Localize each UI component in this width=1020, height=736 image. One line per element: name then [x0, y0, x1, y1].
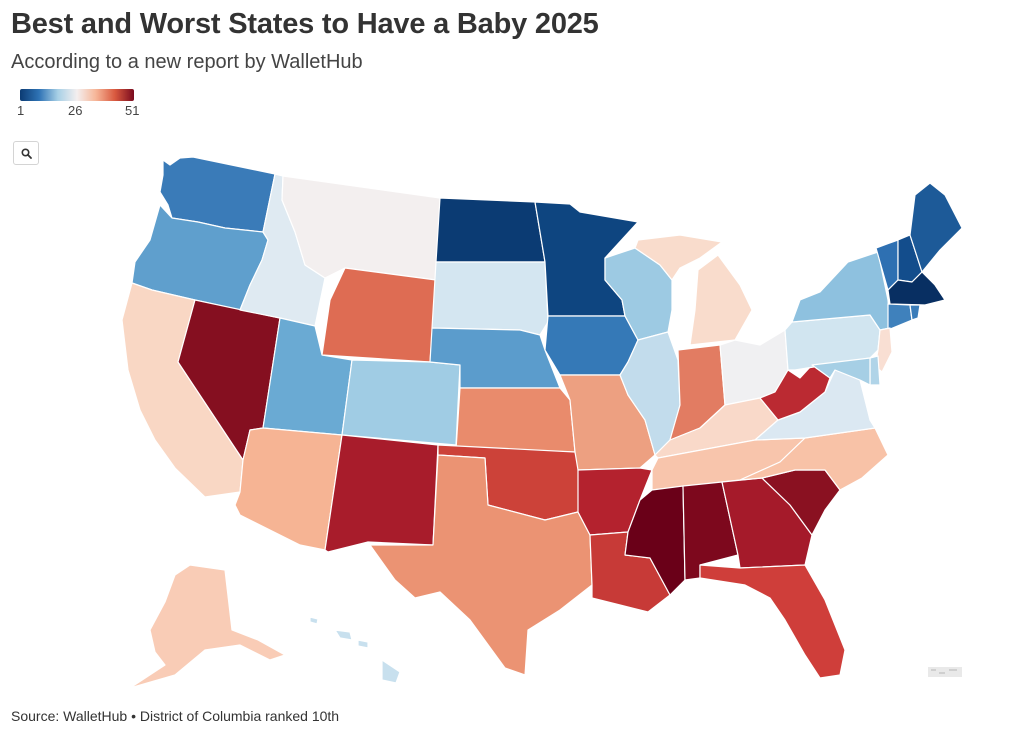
source-note: Source: WalletHub • District of Columbia… [11, 708, 340, 724]
state-ia[interactable]: IA: 8 [544, 315, 639, 376]
state-me[interactable]: ME: 5 [909, 182, 963, 273]
state-md[interactable]: MD: 18 [811, 357, 871, 386]
legend-mid-label: 26 [68, 103, 83, 118]
state-ct[interactable]: CT: 9 [887, 303, 913, 331]
state-mt[interactable]: MT: 25 [281, 175, 441, 281]
state-ri[interactable]: RI: 8 [909, 304, 921, 321]
state-nj[interactable]: NJ: 27 [874, 327, 893, 373]
state-nd[interactable]: ND: 2 [435, 197, 546, 263]
state-wy[interactable]: WY: 39 [321, 267, 437, 363]
color-legend: 1 26 51 [17, 89, 142, 119]
state-co[interactable]: CO: 17 [341, 359, 461, 446]
search-icon [20, 147, 32, 159]
map-attribution-watermark [928, 667, 962, 677]
state-nm[interactable]: NM: 44 [324, 434, 439, 553]
state-tx[interactable]: TX: 35 [369, 454, 593, 676]
map-title: Best and Worst States to Have a Baby 202… [11, 8, 599, 40]
state-hi[interactable]: HI: 20 [309, 616, 401, 684]
state-mi[interactable]: MI: 29 [634, 234, 753, 346]
legend-min-label: 1 [17, 103, 25, 118]
search-button[interactable] [13, 141, 39, 165]
state-az[interactable]: AZ: 34 [234, 427, 343, 551]
state-ny[interactable]: NY: 15 [791, 251, 891, 331]
state-ks[interactable]: KS: 36 [455, 387, 576, 453]
state-nc[interactable]: NC: 31 [739, 427, 889, 491]
state-fl[interactable]: FL: 41 [699, 564, 846, 679]
legend-max-label: 51 [125, 103, 140, 118]
state-ak[interactable]: AK: 32 [129, 564, 286, 689]
map-subtitle: According to a new report by WalletHub [11, 51, 363, 73]
state-sd[interactable]: SD: 21 [431, 261, 549, 336]
state-de[interactable]: DE: 19 [869, 355, 881, 386]
legend-gradient-bar [20, 89, 134, 101]
